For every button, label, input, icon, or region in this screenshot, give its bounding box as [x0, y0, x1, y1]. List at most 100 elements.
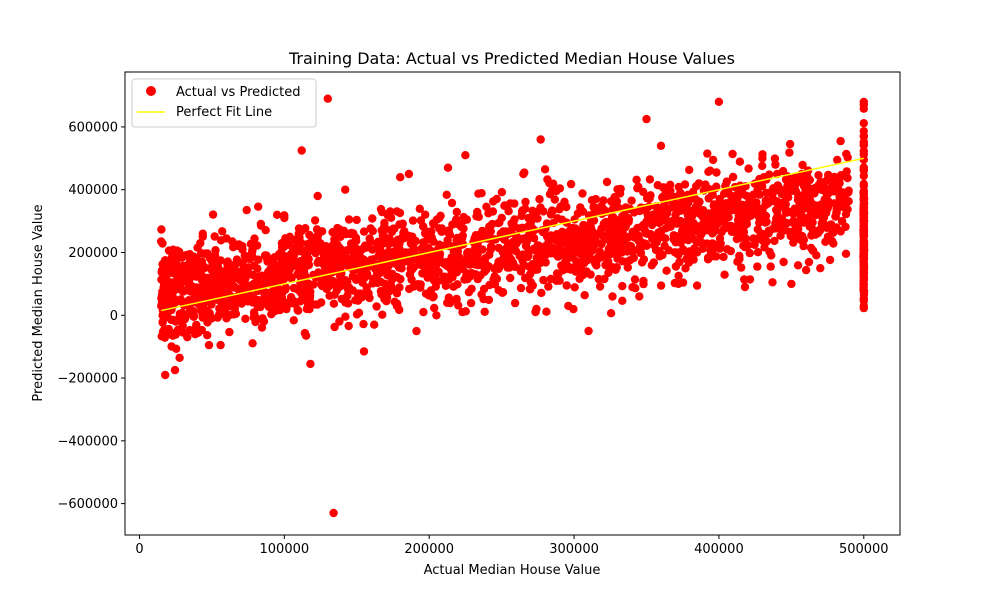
- scatter-point: [202, 306, 212, 316]
- scatter-point: [296, 288, 305, 297]
- scatter-point: [741, 234, 751, 243]
- scatter-point: [432, 256, 441, 265]
- scatter-point: [449, 259, 458, 268]
- scatter-point: [237, 284, 246, 293]
- scatter-point: [299, 265, 308, 275]
- scatter-point: [790, 219, 799, 228]
- scatter-point: [452, 294, 461, 304]
- scatter-point: [766, 262, 775, 271]
- scatter-point: [248, 339, 257, 348]
- scatter-point: [368, 226, 377, 236]
- scatter-point: [614, 239, 623, 248]
- scatter-point: [173, 267, 182, 277]
- scatter-point: [645, 175, 655, 184]
- scatter-point: [432, 311, 441, 320]
- scatter-point: [662, 266, 671, 275]
- scatter-point: [707, 209, 716, 218]
- scatter-point: [337, 245, 346, 255]
- scatter-point: [457, 222, 466, 232]
- scatter-point: [859, 195, 868, 204]
- scatter-point: [178, 321, 187, 330]
- scatter-point: [733, 215, 743, 225]
- scatter-point: [719, 224, 729, 233]
- scatter-point: [380, 290, 389, 299]
- scatter-point: [203, 249, 212, 258]
- scatter-point: [324, 248, 333, 258]
- scatter-point: [816, 264, 825, 273]
- scatter-point: [204, 340, 214, 350]
- scatter-point: [740, 282, 750, 292]
- scatter-point: [472, 258, 481, 267]
- scatter-point: [565, 263, 574, 272]
- scatter-point: [761, 218, 770, 227]
- scatter-point: [661, 234, 670, 243]
- scatter-point: [352, 215, 361, 225]
- scatter-point: [603, 232, 612, 241]
- scatter-point: [784, 176, 793, 185]
- scatter-point: [609, 213, 618, 222]
- scatter-point: [297, 146, 306, 155]
- scatter-point: [797, 208, 806, 217]
- scatter-point: [394, 263, 404, 272]
- scatter-point: [716, 216, 725, 226]
- scatter-point: [198, 229, 207, 238]
- scatter-point: [467, 284, 476, 293]
- scatter-point: [222, 267, 231, 277]
- scatter-point: [289, 283, 299, 293]
- scatter-point: [503, 242, 512, 251]
- scatter-point: [244, 296, 253, 306]
- scatter-point: [161, 256, 170, 265]
- scatter-point: [728, 149, 737, 159]
- scatter-point: [277, 256, 287, 266]
- scatter-point: [302, 304, 311, 314]
- scatter-point: [386, 213, 396, 222]
- scatter-point: [841, 249, 851, 258]
- y-tick-label: 600000: [68, 120, 118, 135]
- legend-label-perfect-fit-line: Perfect Fit Line: [176, 105, 272, 120]
- scatter-point: [407, 275, 416, 284]
- scatter-point: [280, 213, 289, 223]
- scatter-point: [843, 153, 852, 162]
- scatter-point: [566, 179, 576, 189]
- scatter-point: [700, 225, 709, 234]
- scatter-point: [781, 226, 790, 235]
- scatter-point: [758, 161, 767, 171]
- scatter-point: [859, 286, 869, 296]
- scatter-point: [560, 197, 569, 206]
- scatter-point: [473, 231, 482, 240]
- scatter-point: [353, 274, 362, 283]
- scatter-point: [170, 365, 180, 375]
- scatter-point: [354, 308, 364, 317]
- scatter-point: [354, 256, 363, 265]
- scatter-point: [728, 206, 737, 215]
- scatter-point: [836, 136, 845, 146]
- scatter-point: [198, 261, 207, 270]
- scatter-point: [396, 173, 405, 182]
- scatter-point: [770, 236, 779, 246]
- scatter-point: [300, 247, 309, 256]
- scatter-point: [415, 204, 424, 213]
- scatter-point: [372, 302, 381, 311]
- scatter-point: [755, 204, 764, 213]
- scatter-point: [191, 284, 201, 293]
- scatter-point: [624, 232, 633, 242]
- scatter-point: [365, 293, 374, 303]
- scatter-point: [552, 276, 561, 285]
- scatter-point: [692, 281, 702, 290]
- scatter-point: [392, 289, 402, 298]
- scatter-point: [686, 209, 695, 218]
- scatter-point: [532, 304, 541, 314]
- scatter-point: [708, 155, 718, 165]
- scatter-point: [325, 291, 334, 300]
- scatter-point: [428, 266, 438, 275]
- scatter-point: [318, 277, 327, 286]
- scatter-point: [535, 195, 544, 204]
- scatter-point: [859, 119, 868, 128]
- scatter-point: [157, 301, 166, 311]
- scatter-point: [669, 203, 678, 212]
- scatter-point: [726, 221, 736, 231]
- scatter-point: [310, 216, 320, 225]
- scatter-point: [253, 264, 262, 273]
- scatter-point: [633, 184, 642, 193]
